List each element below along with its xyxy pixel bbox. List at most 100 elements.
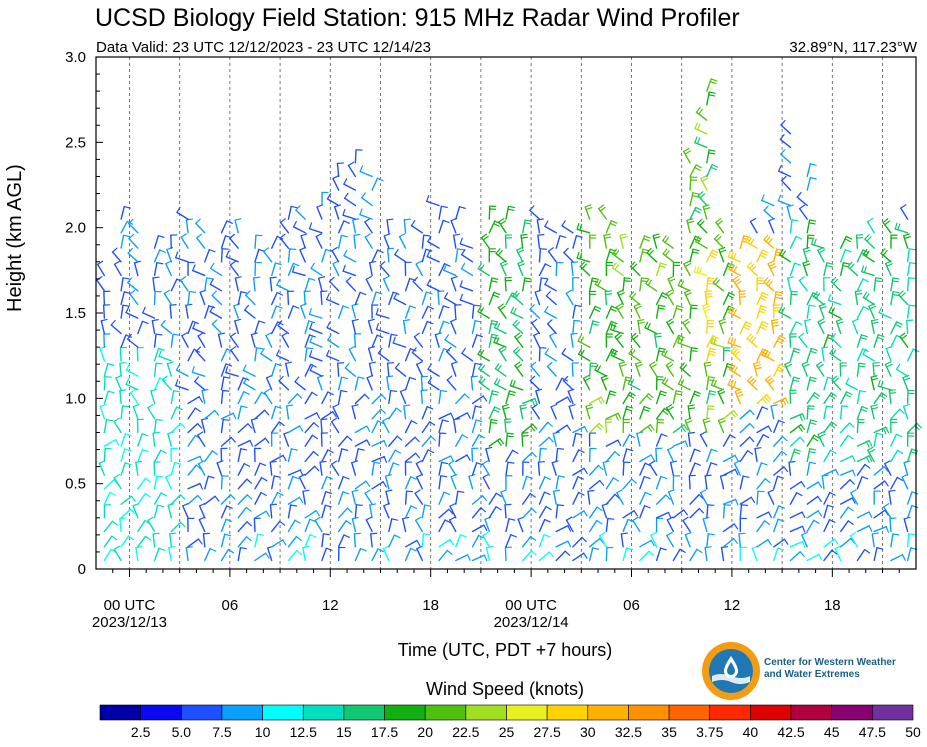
- wind-barb-flag: [543, 534, 551, 538]
- wind-barb: [773, 334, 786, 348]
- wind-barb-staff: [421, 305, 429, 319]
- wind-barb: [806, 461, 817, 476]
- wind-barb: [622, 434, 636, 447]
- wind-barb-flag: [882, 250, 888, 256]
- wind-barb-staff: [529, 209, 541, 220]
- wind-barb: [265, 332, 273, 348]
- wind-barb-flag: [615, 303, 623, 308]
- wind-barb: [829, 347, 842, 362]
- wind-barb: [510, 306, 524, 319]
- wind-barb: [471, 405, 482, 420]
- wind-barb-staff: [438, 549, 449, 562]
- wind-barb: [504, 546, 512, 562]
- wind-barb-flag: [264, 437, 270, 444]
- wind-barb: [421, 406, 434, 420]
- wind-barb-staff: [655, 292, 664, 306]
- wind-barb-flag: [581, 263, 588, 270]
- wind-barb-staff: [119, 362, 122, 377]
- wind-barb: [287, 496, 304, 505]
- wind-barb-flag: [453, 233, 461, 236]
- wind-barb-flag: [223, 376, 231, 379]
- wind-barb-staff: [254, 437, 267, 447]
- wind-barb: [371, 334, 384, 348]
- wind-barb-flag: [733, 460, 741, 465]
- wind-barb-staff: [856, 525, 870, 533]
- wind-barb-flag: [309, 335, 313, 343]
- wind-barb-flag: [440, 475, 448, 478]
- wind-barb-flag: [230, 436, 236, 443]
- wind-barb: [534, 289, 542, 306]
- wind-barb-staff: [276, 284, 290, 292]
- wind-barb-staff: [572, 449, 580, 463]
- wind-barb-flag: [871, 532, 879, 535]
- wind-barb: [287, 425, 304, 434]
- wind-barb: [471, 395, 488, 405]
- wind-barb-flag: [702, 516, 710, 520]
- wind-barb-flag: [594, 278, 599, 285]
- wind-barb-flag: [529, 304, 535, 310]
- wind-barb-staff: [806, 163, 812, 178]
- wind-barb-flag: [733, 266, 738, 273]
- wind-barb-staff: [877, 385, 892, 391]
- wind-barb-flag: [644, 491, 652, 496]
- wind-barb: [194, 376, 206, 391]
- wind-barb: [802, 260, 811, 277]
- wind-barb-flag: [711, 249, 719, 254]
- wind-barb-flag: [709, 254, 717, 259]
- wind-barb-staff: [639, 504, 646, 519]
- wind-barb-flag: [731, 365, 736, 372]
- wind-barb-staff: [622, 461, 625, 476]
- wind-barb: [823, 421, 838, 434]
- wind-barb-flag: [529, 425, 535, 432]
- wind-barb-staff: [634, 363, 641, 377]
- wind-barb-staff: [823, 549, 833, 562]
- wind-barb-flag: [808, 304, 816, 307]
- wind-barb-flag: [583, 467, 588, 475]
- wind-barb: [153, 235, 165, 249]
- wind-barb-flag: [778, 306, 783, 313]
- wind-barb-flag: [666, 516, 674, 521]
- wind-barb: [220, 220, 233, 234]
- wind-barb-staff: [354, 547, 362, 562]
- wind-barb-flag: [379, 261, 386, 267]
- wind-barb-staff: [113, 477, 122, 490]
- wind-barb-flag: [881, 392, 888, 397]
- wind-barb-flag: [885, 426, 890, 434]
- wind-barb-staff: [756, 520, 766, 533]
- wind-barb-flag: [450, 412, 454, 420]
- wind-barb-flag: [616, 289, 624, 294]
- wind-barb-flag: [582, 374, 590, 379]
- wind-barb-staff: [632, 519, 641, 533]
- wind-barb: [383, 502, 390, 519]
- wind-barb-flag: [530, 361, 537, 367]
- wind-barb: [321, 449, 334, 463]
- wind-barb-flag: [610, 349, 615, 357]
- wind-barb-staff: [802, 262, 808, 277]
- wind-barb-staff: [455, 490, 459, 505]
- wind-barb: [120, 433, 132, 447]
- wind-barb-staff: [482, 476, 490, 490]
- wind-barb: [806, 163, 817, 178]
- wind-barb-flag: [865, 441, 870, 448]
- wind-barb-staff: [371, 455, 385, 463]
- wind-barb-staff: [662, 253, 675, 263]
- wind-barb: [687, 404, 696, 420]
- wind-barb-staff: [722, 305, 730, 319]
- wind-barb-flag: [793, 376, 801, 380]
- wind-barb: [806, 376, 817, 391]
- wind-barb-flag: [366, 425, 371, 432]
- wind-barb-flag: [531, 318, 538, 324]
- wind-barb-flag: [461, 434, 469, 439]
- wind-barb: [382, 417, 390, 434]
- wind-barb-flag: [631, 478, 637, 484]
- wind-barb: [555, 475, 566, 490]
- wind-barb-staff: [287, 305, 294, 319]
- wind-barb: [773, 538, 789, 548]
- wind-barb: [582, 374, 591, 391]
- wind-barb-staff: [211, 323, 223, 335]
- wind-barb-staff: [500, 491, 507, 505]
- wind-barb: [332, 260, 340, 277]
- wind-barb-flag: [618, 292, 625, 296]
- wind-barb: [538, 447, 548, 463]
- wind-barb: [187, 422, 203, 434]
